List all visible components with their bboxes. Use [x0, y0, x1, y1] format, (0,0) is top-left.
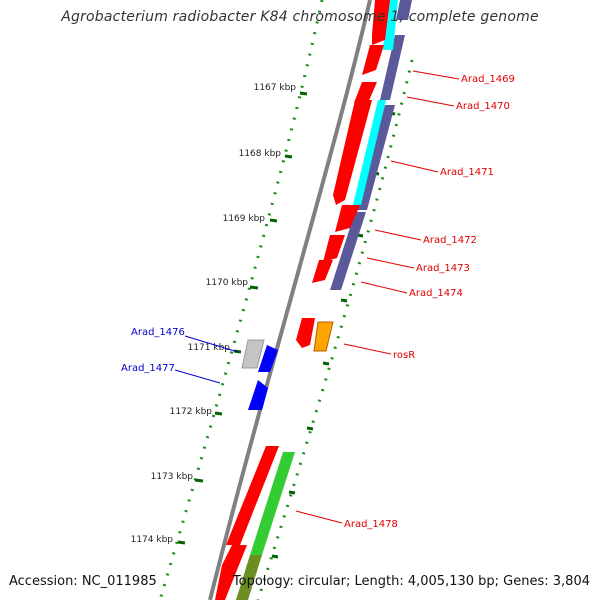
- tick-label: 1167 kbp: [254, 83, 297, 93]
- gene-label-arad-1472: Arad_1472: [423, 235, 477, 246]
- accession-text: Accession: NC_011985: [9, 574, 157, 589]
- cog-olive-track: [236, 555, 262, 600]
- tick-label: 1169 kbp: [223, 214, 266, 224]
- backbone-line: [208, 0, 372, 600]
- cog-green-track: [250, 452, 295, 555]
- rna-rosR: [313, 321, 334, 352]
- genome-summary-text: Topology: circular; Length: 4,005,130 bp…: [232, 574, 590, 589]
- gene-label-arad-1476: Arad_1476: [131, 327, 185, 338]
- gene-label-arad-1469: Arad_1469: [461, 74, 515, 85]
- callout-lines: [174, 70, 460, 524]
- cds-gene-lower-1: [226, 446, 279, 545]
- gene-labels: Arad_1469 Arad_1470 Arad_1471 Arad_1472 …: [121, 74, 515, 530]
- map-title: Agrobacterium radiobacter K84 chromosome…: [61, 9, 539, 25]
- tick-label: 1172 kbp: [170, 407, 213, 417]
- gene-label-arad-1478: Arad_1478: [344, 519, 398, 530]
- tick-label: 1174 kbp: [131, 535, 174, 545]
- gene-label-arad-1473: Arad_1473: [416, 263, 470, 274]
- pseudo-gene: [241, 339, 265, 369]
- inner-tick-marks: [271, 111, 396, 559]
- tick-label: 1170 kbp: [206, 278, 249, 288]
- tick-label: 1171 kbp: [188, 343, 231, 353]
- reverse-gene-1476: [258, 345, 278, 372]
- gene-label-arad-1470: Arad_1470: [456, 101, 510, 112]
- cds-genes-upper: [312, 0, 390, 283]
- tick-labels: 1167 kbp 1168 kbp 1169 kbp 1170 kbp 1171…: [131, 83, 297, 545]
- cog-purple-track: [330, 0, 412, 290]
- tick-label: 1173 kbp: [151, 472, 194, 482]
- gene-label-arad-1474: Arad_1474: [409, 288, 463, 299]
- gene-label-arad-1471: Arad_1471: [440, 167, 494, 178]
- gene-label-arad-1477: Arad_1477: [121, 363, 175, 374]
- cds-gene-lower-2: [215, 545, 247, 600]
- cds-rosR-left: [296, 318, 315, 348]
- reverse-gene-1477: [248, 380, 268, 410]
- tick-label: 1168 kbp: [239, 149, 282, 159]
- gene-label-rosR: rosR: [393, 350, 415, 361]
